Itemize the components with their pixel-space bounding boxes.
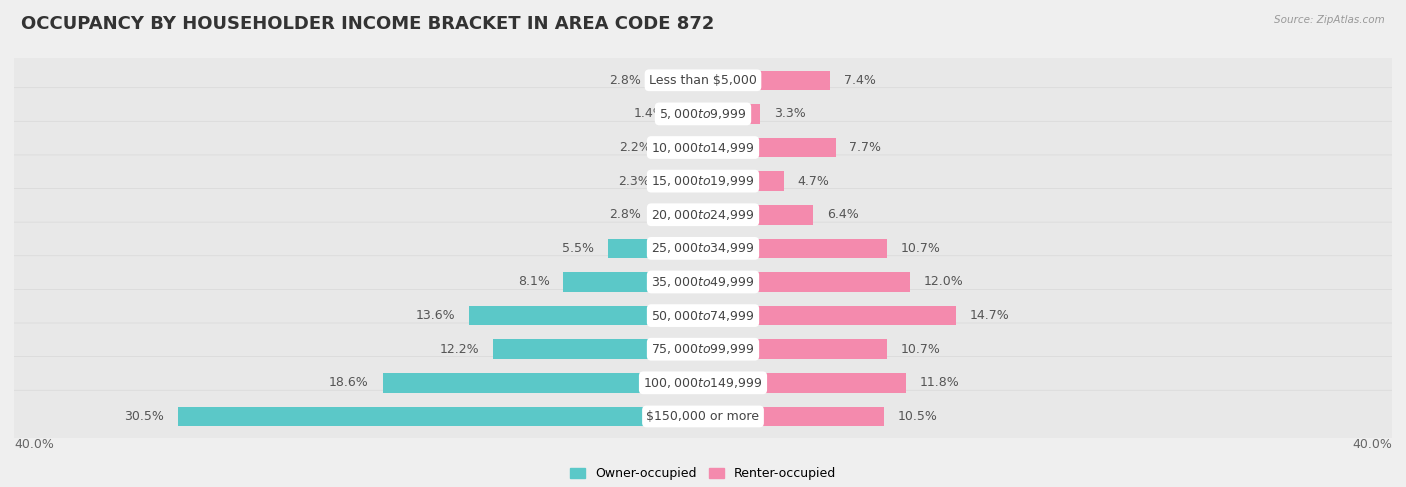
Bar — [703, 239, 887, 258]
Text: 7.4%: 7.4% — [844, 74, 876, 87]
Bar — [703, 205, 813, 225]
FancyBboxPatch shape — [0, 390, 1406, 443]
Bar — [703, 373, 907, 393]
Bar — [655, 205, 703, 225]
Bar — [703, 71, 831, 90]
Bar — [703, 407, 884, 426]
Text: 2.2%: 2.2% — [620, 141, 651, 154]
Bar — [679, 104, 703, 124]
Bar — [609, 239, 703, 258]
Text: $75,000 to $99,999: $75,000 to $99,999 — [651, 342, 755, 356]
Text: $25,000 to $34,999: $25,000 to $34,999 — [651, 242, 755, 255]
Text: 10.7%: 10.7% — [901, 242, 941, 255]
FancyBboxPatch shape — [0, 54, 1406, 107]
Bar — [703, 339, 887, 359]
Bar — [703, 104, 759, 124]
Text: 10.7%: 10.7% — [901, 343, 941, 356]
FancyBboxPatch shape — [0, 222, 1406, 275]
Text: $150,000 or more: $150,000 or more — [647, 410, 759, 423]
Text: 18.6%: 18.6% — [329, 376, 368, 389]
FancyBboxPatch shape — [0, 121, 1406, 174]
Text: 6.4%: 6.4% — [827, 208, 859, 221]
Text: $35,000 to $49,999: $35,000 to $49,999 — [651, 275, 755, 289]
Text: $20,000 to $24,999: $20,000 to $24,999 — [651, 208, 755, 222]
Text: 4.7%: 4.7% — [797, 175, 830, 187]
Text: 13.6%: 13.6% — [415, 309, 456, 322]
FancyBboxPatch shape — [0, 88, 1406, 140]
Legend: Owner-occupied, Renter-occupied: Owner-occupied, Renter-occupied — [565, 462, 841, 485]
Text: 2.8%: 2.8% — [609, 208, 641, 221]
Text: 30.5%: 30.5% — [124, 410, 165, 423]
Text: $15,000 to $19,999: $15,000 to $19,999 — [651, 174, 755, 188]
Bar — [564, 272, 703, 292]
Text: $50,000 to $74,999: $50,000 to $74,999 — [651, 309, 755, 322]
Bar — [703, 171, 785, 191]
Text: 40.0%: 40.0% — [14, 438, 53, 451]
Text: 7.7%: 7.7% — [849, 141, 882, 154]
Text: 11.8%: 11.8% — [920, 376, 960, 389]
Text: 8.1%: 8.1% — [517, 276, 550, 288]
FancyBboxPatch shape — [0, 256, 1406, 308]
Text: 12.0%: 12.0% — [924, 276, 963, 288]
Bar — [703, 138, 835, 157]
Text: 14.7%: 14.7% — [970, 309, 1010, 322]
Bar — [665, 138, 703, 157]
Text: 1.4%: 1.4% — [633, 108, 665, 120]
Bar — [468, 306, 703, 325]
FancyBboxPatch shape — [0, 188, 1406, 241]
Bar — [703, 306, 956, 325]
FancyBboxPatch shape — [0, 155, 1406, 207]
Text: OCCUPANCY BY HOUSEHOLDER INCOME BRACKET IN AREA CODE 872: OCCUPANCY BY HOUSEHOLDER INCOME BRACKET … — [21, 15, 714, 33]
Bar — [655, 71, 703, 90]
Bar — [177, 407, 703, 426]
Text: 2.3%: 2.3% — [617, 175, 650, 187]
Text: $5,000 to $9,999: $5,000 to $9,999 — [659, 107, 747, 121]
Text: 3.3%: 3.3% — [773, 108, 806, 120]
Bar — [382, 373, 703, 393]
FancyBboxPatch shape — [0, 289, 1406, 342]
Text: $10,000 to $14,999: $10,000 to $14,999 — [651, 141, 755, 154]
Text: $100,000 to $149,999: $100,000 to $149,999 — [644, 376, 762, 390]
FancyBboxPatch shape — [0, 356, 1406, 409]
Text: 12.2%: 12.2% — [440, 343, 479, 356]
Text: 10.5%: 10.5% — [897, 410, 938, 423]
FancyBboxPatch shape — [0, 323, 1406, 375]
Text: 40.0%: 40.0% — [1353, 438, 1392, 451]
Text: 5.5%: 5.5% — [562, 242, 595, 255]
Text: Less than $5,000: Less than $5,000 — [650, 74, 756, 87]
Bar — [494, 339, 703, 359]
Text: Source: ZipAtlas.com: Source: ZipAtlas.com — [1274, 15, 1385, 25]
Bar — [664, 171, 703, 191]
Bar — [703, 272, 910, 292]
Text: 2.8%: 2.8% — [609, 74, 641, 87]
